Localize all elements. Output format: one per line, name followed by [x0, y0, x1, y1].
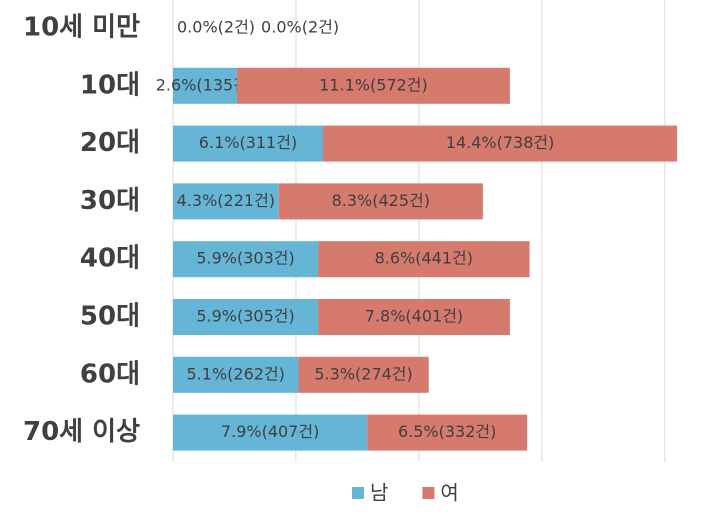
y-tick-label: 70세 이상 [23, 417, 140, 447]
legend-label: 남 [370, 481, 388, 505]
y-tick-label: 30대 [80, 186, 140, 216]
value-label: 5.9%(305건) [196, 307, 294, 326]
y-tick-label: 20대 [80, 128, 140, 158]
value-label: 5.9%(303건) [196, 249, 294, 268]
value-label: 5.3%(274건) [314, 364, 412, 383]
value-label: 0.0%(2건) [261, 18, 339, 37]
legend-swatch [352, 487, 364, 499]
bar-segment [278, 183, 483, 220]
value-label: 0.0%(2건) [177, 18, 255, 37]
bar-segment [173, 241, 319, 278]
bar-segment [236, 67, 510, 104]
y-tick-label: 10세 미만 [23, 13, 140, 43]
bar-segment [298, 356, 429, 393]
bar-segment [173, 125, 324, 162]
bar-segment [173, 183, 279, 220]
legend-swatch [422, 487, 435, 499]
bar-segment [323, 125, 678, 162]
value-label: 7.8%(401건) [365, 307, 463, 326]
value-label: 6.1%(311건) [199, 133, 297, 152]
value-label: 8.6%(441건) [375, 249, 473, 268]
bar-segment [173, 299, 319, 335]
y-tick-label: 50대 [80, 302, 140, 332]
bar-segment [173, 414, 368, 451]
bar-segment [173, 67, 237, 104]
legend-label: 여 [440, 481, 458, 505]
y-tick-label: 60대 [80, 359, 140, 389]
value-label: 11.1%(572건) [319, 75, 428, 94]
bar-segment [173, 356, 299, 393]
value-label: 4.3%(221건) [177, 191, 275, 210]
value-label: 8.3%(425건) [332, 191, 430, 210]
y-tick-label: 40대 [80, 244, 140, 274]
value-label: 5.1%(262건) [187, 364, 285, 383]
y-tick-label: 10대 [80, 70, 140, 100]
bar-segment [318, 241, 530, 278]
value-label: 7.9%(407건) [221, 422, 319, 441]
bar-segment [367, 414, 528, 451]
value-label: 14.4%(738건) [446, 133, 555, 152]
bar-segment [318, 299, 510, 335]
value-label: 6.5%(332건) [398, 422, 496, 441]
value-label: 2.6%(135건) [156, 75, 254, 94]
